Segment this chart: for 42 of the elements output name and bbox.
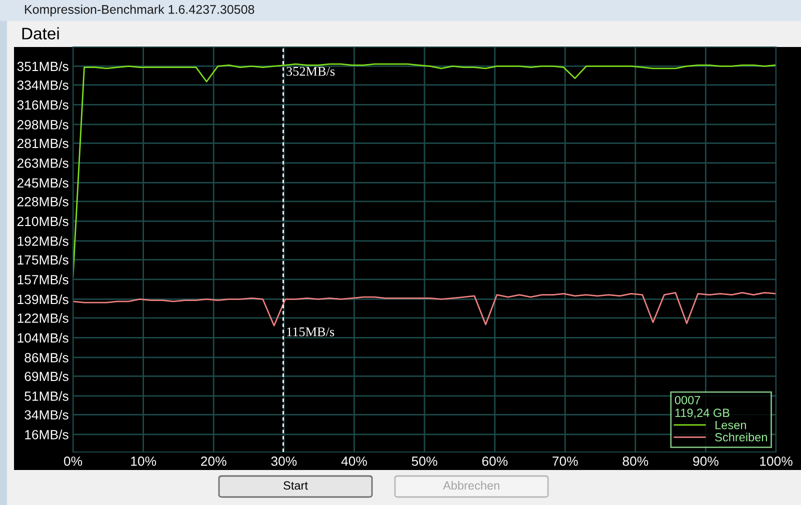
y-tick-label: 281MB/s [17,138,68,148]
y-tick-label: 263MB/s [17,158,68,168]
x-tick-label: 30% [271,456,297,466]
y-tick-label: 351MB/s [17,61,68,72]
text: Abbrechen [442,480,500,490]
x-tick-label: 40% [341,456,367,466]
y-tick-label: 157MB/s [18,274,68,284]
y-tick-label: 139MB/s [18,294,68,304]
y-tick-label: 245MB/s [17,178,68,188]
legend-label: Schreiben [715,432,767,442]
x-tick-label: 10% [131,456,156,466]
y-tick-label: 86MB/s [24,352,68,362]
y-tick-label: 334MB/s [17,80,68,90]
y-tick-label: 228MB/s [17,196,68,206]
x-tick-label: 100% [760,456,792,466]
chart-title: Kompression-Benchmark 1.6.4237.30508 [25,4,254,16]
y-tick-label: 175MB/s [18,254,68,265]
y-tick-label: 122MB/s [18,313,68,323]
line-series [73,292,776,326]
x-tick-label: 50% [412,456,438,466]
text: Start [284,481,308,490]
y-tick-label: 210MB/s [17,216,68,226]
x-tick-label: 20% [201,456,226,466]
x-tick-label: 90% [693,456,718,466]
y-tick-label: 51MB/s [24,391,68,401]
y-tick-label: 104MB/s [18,332,68,343]
annotation: 352MB/s [286,66,335,76]
annotation: 115MB/s [287,327,334,336]
text: Datei [22,27,59,40]
y-tick-label: 69MB/s [24,371,68,382]
legend-title: 0007 119,24 GB [674,396,730,418]
y-tick-label: 316MB/s [17,100,68,110]
x-tick-label: 0% [64,456,82,466]
x-tick-label: 60% [482,456,508,466]
y-tick-label: 298MB/s [17,120,68,130]
y-tick-label: 34MB/s [24,410,68,420]
x-tick-label: 70% [552,456,578,466]
y-tick-label: 16MB/s [25,430,68,440]
x-tick-label: 80% [622,456,648,466]
legend-label: Lesen [716,420,746,430]
line-series [73,63,776,277]
y-tick-label: 192MB/s [18,236,68,246]
